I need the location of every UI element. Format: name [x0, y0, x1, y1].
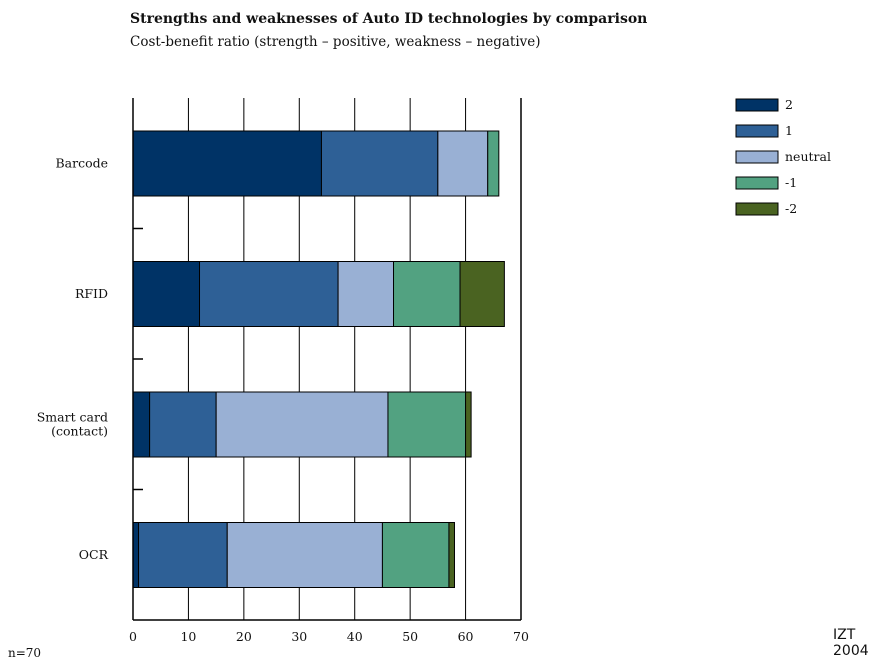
legend: 2 1 neutral -1 -2	[735, 97, 831, 216]
legend-swatch	[735, 202, 779, 216]
bar-segment	[337, 261, 395, 327]
bar-segment	[138, 522, 228, 588]
category-label: RFID	[75, 286, 108, 301]
bar-segment	[215, 391, 389, 458]
legend-swatch	[735, 124, 779, 138]
bar-segment	[465, 391, 472, 458]
bar-segment	[132, 391, 151, 458]
legend-label: 2	[785, 97, 793, 112]
x-tick-label: 20	[236, 629, 252, 644]
bar-segment	[459, 261, 505, 327]
x-tick-label: 30	[291, 629, 307, 644]
legend-swatch	[735, 150, 779, 164]
bar-segments	[132, 130, 505, 588]
x-tick-label: 10	[180, 629, 196, 644]
axis-labels: 0 10 20 30 40 50 60 70 Barcode RFID Smart card(con…	[37, 156, 529, 645]
bar-segment	[199, 261, 339, 327]
legend-swatch	[735, 98, 779, 112]
bar-segment	[487, 130, 500, 197]
legend-label: neutral	[785, 149, 831, 164]
category-label: Smart card	[37, 410, 108, 425]
bar-segment	[320, 130, 439, 197]
bar-segment	[381, 522, 450, 588]
x-tick-label: 70	[513, 629, 529, 644]
category-label: Barcode	[55, 156, 108, 171]
bar-segment	[132, 522, 140, 588]
axes	[132, 98, 522, 621]
bar-segment	[226, 522, 383, 588]
chart-title: Strengths and weaknesses of Auto ID tech…	[130, 11, 648, 27]
legend-swatch	[735, 176, 779, 190]
x-tick-label: 60	[458, 629, 474, 644]
sample-size-note: n=70	[8, 646, 42, 660]
bar-segment	[448, 522, 455, 588]
legend-label: -2	[785, 201, 797, 216]
category-label: (contact)	[51, 424, 108, 439]
x-tick-label: 0	[129, 629, 137, 644]
bar-segment	[132, 130, 322, 197]
x-tick-label: 50	[402, 629, 418, 644]
bar-segment	[149, 391, 217, 458]
x-tick-label: 40	[347, 629, 363, 644]
legend-label: -1	[785, 175, 797, 190]
bar-segment	[132, 261, 201, 327]
source-credit: IZT 2004	[833, 627, 869, 659]
category-label: OCR	[79, 547, 109, 562]
bar-segment	[387, 391, 467, 458]
bar-segment	[393, 261, 461, 327]
legend-label: 1	[785, 123, 793, 138]
chart-subtitle: Cost-benefit ratio (strength – positive,…	[130, 34, 541, 50]
bar-segment	[437, 130, 489, 197]
